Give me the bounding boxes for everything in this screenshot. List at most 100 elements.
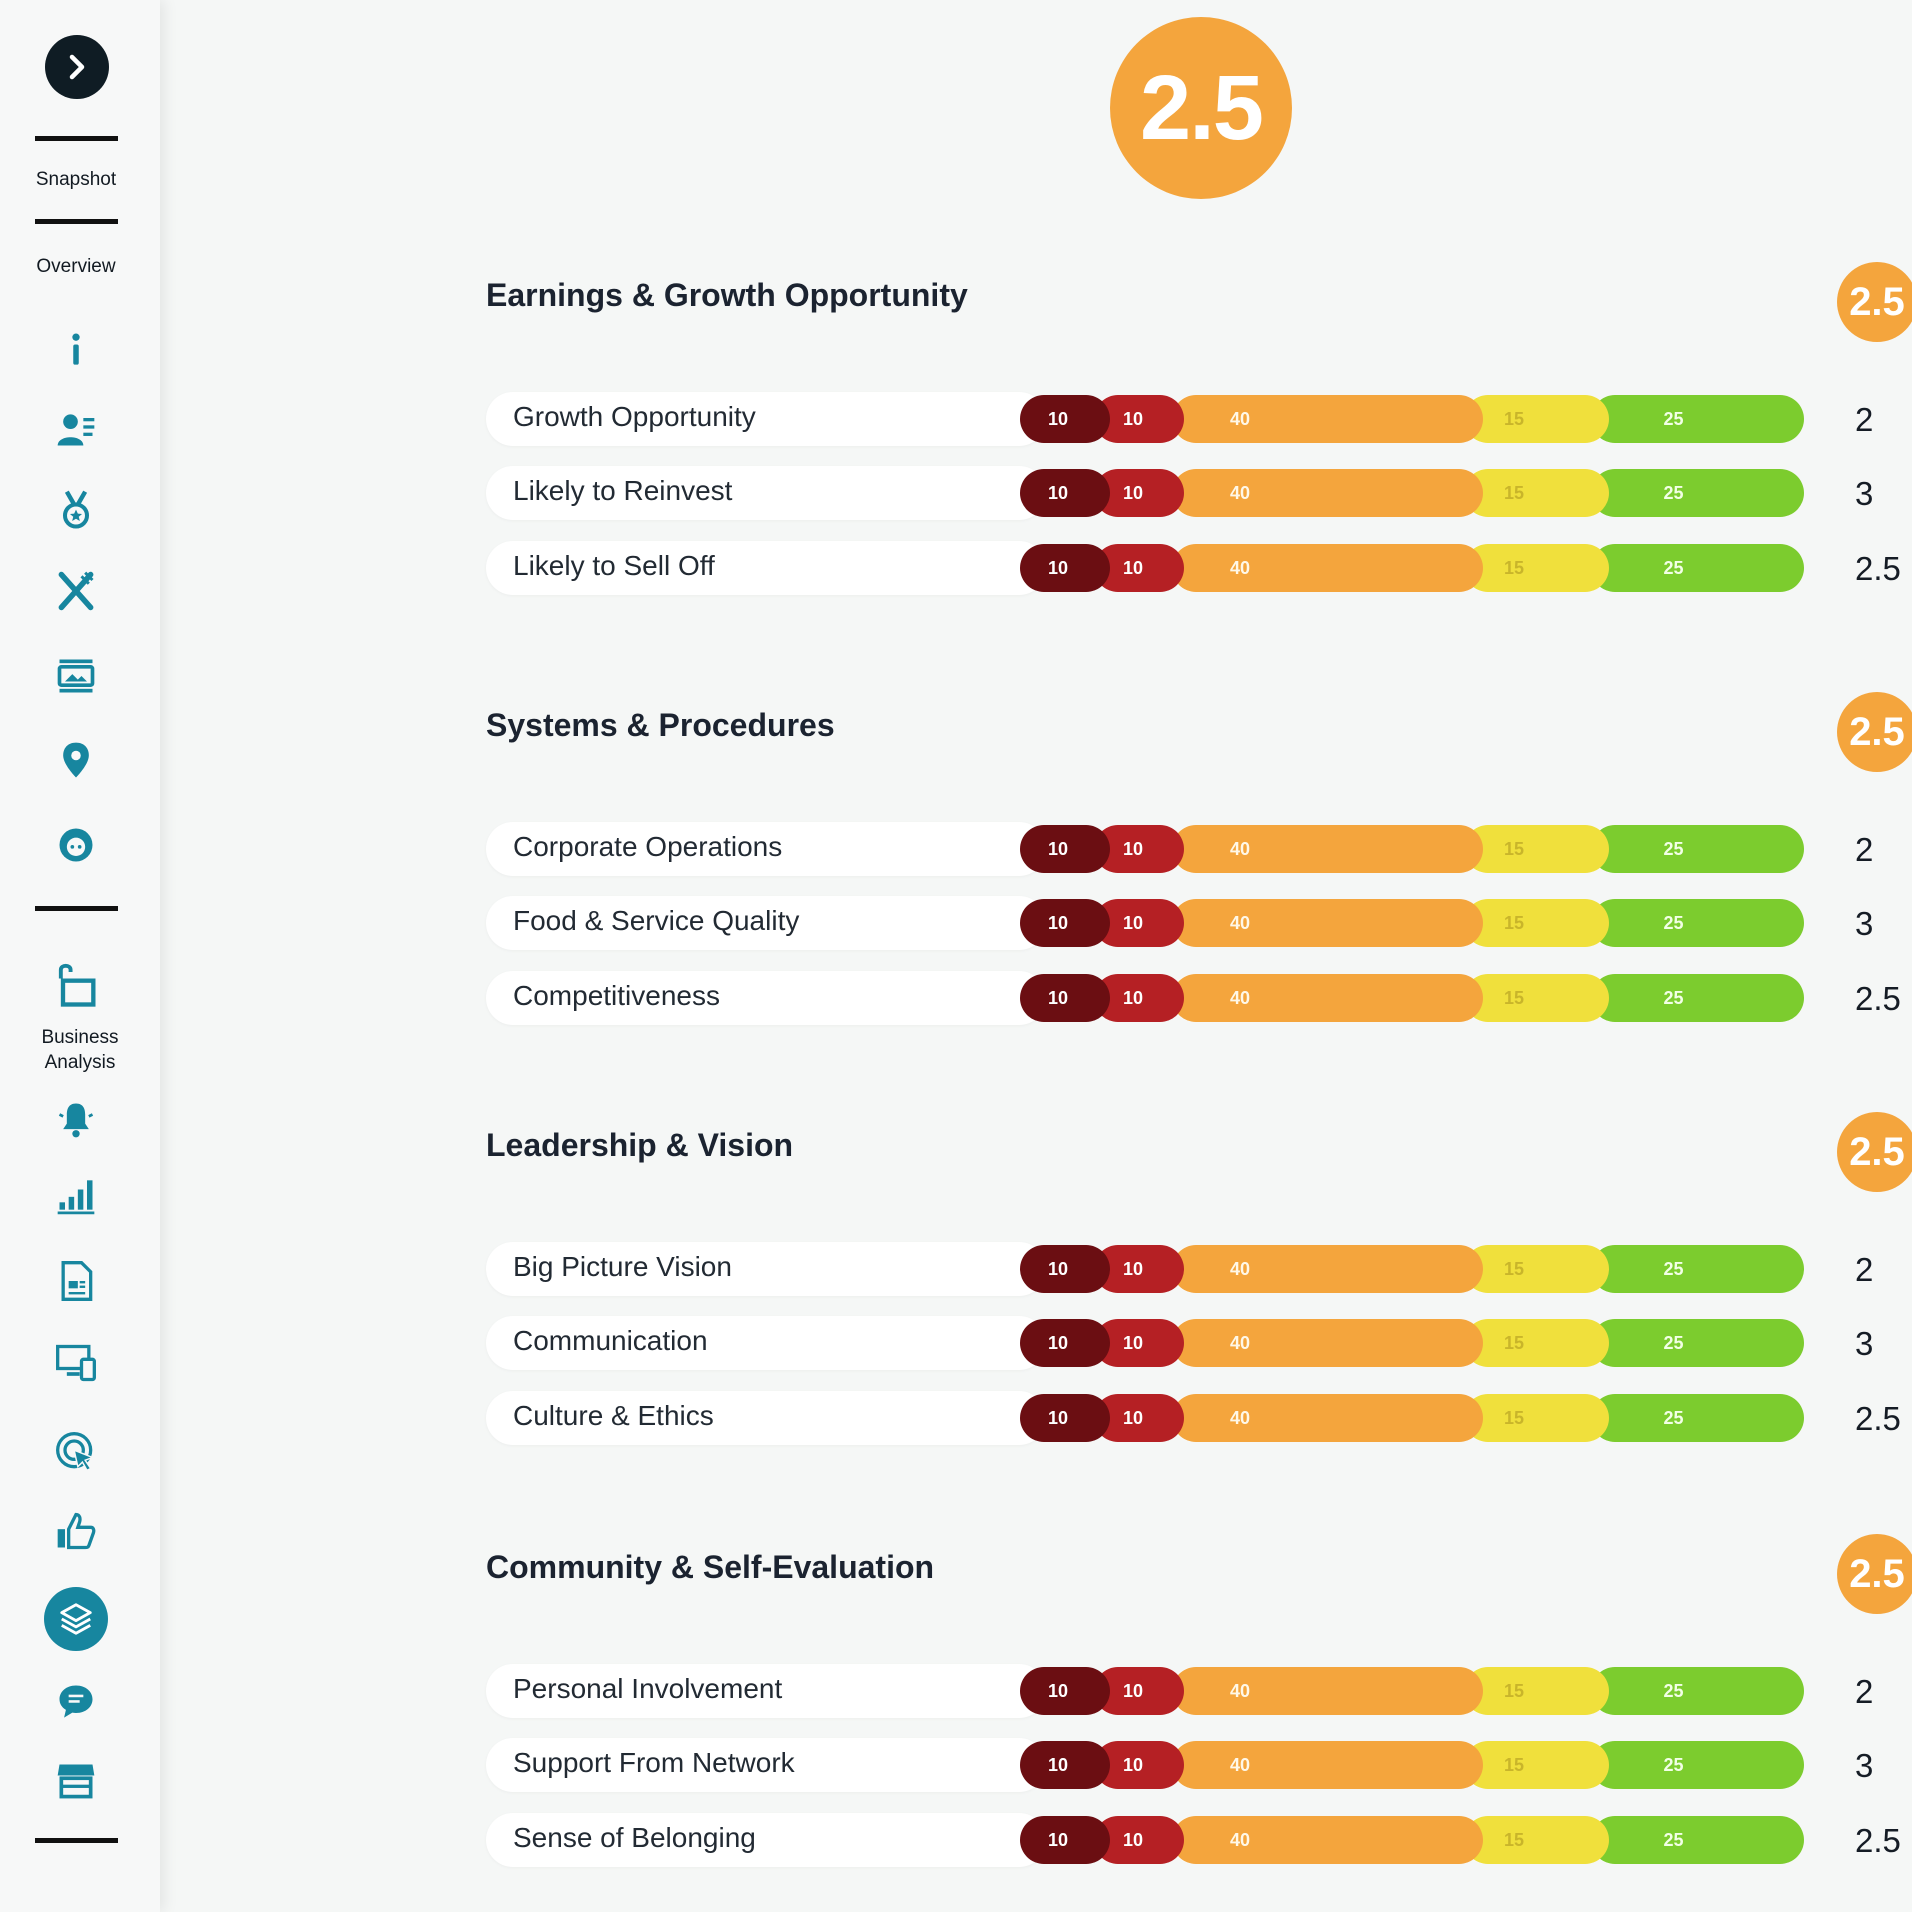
distribution-segment: 40 bbox=[1172, 1816, 1483, 1864]
segment-value: 25 bbox=[1663, 1754, 1684, 1775]
sidebar-item-snapshot[interactable]: Snapshot bbox=[35, 169, 117, 190]
distribution-segment: 10 bbox=[1020, 1319, 1110, 1367]
section-score-badge: 2.5 bbox=[1837, 1112, 1912, 1192]
distribution-segment: 15 bbox=[1464, 1667, 1609, 1715]
sidebar-item-support[interactable] bbox=[46, 820, 106, 870]
distribution-segment: 40 bbox=[1172, 1245, 1483, 1293]
segment-value: 10 bbox=[1047, 408, 1069, 429]
sidebar-item-profile[interactable] bbox=[46, 404, 106, 454]
sidebar-item-business-analysis[interactable]: Business Analysis bbox=[41, 1027, 119, 1073]
distribution-segment: 40 bbox=[1172, 469, 1483, 517]
sidebar: Snapshot Overview bbox=[0, 0, 160, 1912]
metric-row: Corporate Operations 10 10 40 15 25 2 bbox=[486, 822, 1912, 876]
distribution-bar: 10 10 40 15 25 bbox=[1020, 1245, 1804, 1293]
segment-value: 10 bbox=[1122, 838, 1144, 859]
segment-value: 25 bbox=[1663, 838, 1684, 859]
distribution-segment: 25 bbox=[1591, 899, 1804, 947]
distribution-segment: 25 bbox=[1591, 974, 1804, 1022]
distribution-bar: 10 10 40 15 25 bbox=[1020, 1319, 1804, 1367]
sidebar-item-messages[interactable] bbox=[46, 1677, 106, 1727]
segment-value: 10 bbox=[1122, 1258, 1144, 1279]
sidebar-item-food[interactable] bbox=[46, 566, 106, 616]
chevron-right-icon bbox=[69, 54, 85, 80]
distribution-segment: 15 bbox=[1464, 1816, 1609, 1864]
segment-value: 25 bbox=[1663, 1680, 1684, 1701]
segment-value: 40 bbox=[1229, 1680, 1251, 1701]
info-icon bbox=[72, 333, 80, 365]
unlock-icon bbox=[58, 963, 96, 1007]
segment-value: 25 bbox=[1663, 1332, 1684, 1353]
segment-value: 25 bbox=[1663, 557, 1684, 578]
distribution-segment: 40 bbox=[1172, 544, 1483, 592]
segment-value: 10 bbox=[1122, 1754, 1144, 1775]
sidebar-item-alerts[interactable] bbox=[46, 1095, 106, 1145]
segment-value: 25 bbox=[1663, 408, 1684, 429]
location-pin-icon bbox=[63, 742, 89, 778]
segment-value: 25 bbox=[1663, 987, 1684, 1008]
distribution-bar: 10 10 40 15 25 bbox=[1020, 1394, 1804, 1442]
distribution-segment: 15 bbox=[1464, 1245, 1609, 1293]
section-title: Leadership & Vision bbox=[486, 1127, 794, 1163]
metric-score: 2 bbox=[1855, 401, 1874, 438]
distribution-segment: 15 bbox=[1464, 899, 1609, 947]
segment-value: 10 bbox=[1047, 1680, 1069, 1701]
distribution-segment: 10 bbox=[1094, 1319, 1184, 1367]
sidebar-item-reviews[interactable] bbox=[46, 1506, 106, 1556]
sidebar-item-devices[interactable] bbox=[46, 1338, 106, 1388]
metric-label: Growth Opportunity bbox=[486, 392, 1046, 446]
sidebar-item-menu[interactable] bbox=[46, 651, 106, 701]
distribution-bar: 10 10 40 15 25 bbox=[1020, 899, 1804, 947]
segment-value: 15 bbox=[1503, 1829, 1525, 1850]
sidebar-item-overview[interactable]: Overview bbox=[36, 256, 116, 277]
segment-value: 10 bbox=[1122, 557, 1144, 578]
metric-label: Culture & Ethics bbox=[486, 1391, 1046, 1445]
sidebar-item-awards[interactable] bbox=[46, 485, 106, 535]
segment-value: 15 bbox=[1503, 482, 1525, 503]
metric-score: 2.5 bbox=[1855, 1822, 1901, 1859]
segment-value: 10 bbox=[1122, 912, 1144, 933]
distribution-segment: 10 bbox=[1020, 1245, 1110, 1293]
segment-value: 15 bbox=[1503, 838, 1525, 859]
metric-score: 2.5 bbox=[1855, 550, 1901, 587]
metric-row: Personal Involvement 10 10 40 15 25 2 bbox=[486, 1664, 1912, 1718]
segment-value: 15 bbox=[1503, 1258, 1525, 1279]
sidebar-toggle-button[interactable] bbox=[45, 35, 109, 99]
metric-score: 2 bbox=[1855, 1673, 1874, 1710]
distribution-segment: 15 bbox=[1464, 395, 1609, 443]
section-score-badge: 2.5 bbox=[1837, 262, 1912, 342]
segment-value: 10 bbox=[1047, 838, 1069, 859]
distribution-segment: 40 bbox=[1172, 974, 1483, 1022]
distribution-segment: 15 bbox=[1464, 469, 1609, 517]
sidebar-item-targeting[interactable] bbox=[46, 1427, 106, 1477]
metric-row: Competitiveness 10 10 40 15 25 2.5 bbox=[486, 971, 1912, 1025]
segment-value: 10 bbox=[1047, 987, 1069, 1008]
sidebar-item-storefront[interactable] bbox=[46, 1756, 106, 1806]
metric-row: Communication 10 10 40 15 25 3 bbox=[486, 1316, 1912, 1370]
sidebar-item-info[interactable] bbox=[46, 325, 106, 375]
segment-value: 25 bbox=[1663, 482, 1684, 503]
metric-label: Likely to Sell Off bbox=[486, 541, 1046, 595]
sidebar-item-location[interactable] bbox=[46, 736, 106, 786]
metric-label: Personal Involvement bbox=[486, 1664, 1046, 1718]
segment-value: 25 bbox=[1663, 1407, 1684, 1428]
sidebar-item-statistics[interactable] bbox=[46, 1170, 106, 1220]
fork-knife-icon bbox=[58, 571, 94, 611]
section-title: Community & Self-Evaluation bbox=[486, 1549, 935, 1585]
metric-row: Big Picture Vision 10 10 40 15 25 2 bbox=[486, 1242, 1912, 1296]
sidebar-item-layers[interactable] bbox=[44, 1587, 108, 1651]
distribution-segment: 40 bbox=[1172, 899, 1483, 947]
distribution-segment: 10 bbox=[1020, 469, 1110, 517]
segment-value: 10 bbox=[1122, 1829, 1144, 1850]
distribution-segment: 10 bbox=[1020, 544, 1110, 592]
sidebar-item-business-analysis-icon[interactable] bbox=[46, 955, 106, 1015]
distribution-bar: 10 10 40 15 25 bbox=[1020, 395, 1804, 443]
segment-value: 40 bbox=[1229, 1258, 1251, 1279]
metric-label: Competitiveness bbox=[486, 971, 1046, 1025]
distribution-segment: 15 bbox=[1464, 1394, 1609, 1442]
sidebar-item-documents[interactable] bbox=[46, 1256, 106, 1306]
distribution-segment: 15 bbox=[1464, 974, 1609, 1022]
segment-value: 10 bbox=[1047, 1829, 1069, 1850]
metric-label: Support From Network bbox=[486, 1738, 1046, 1792]
target-cursor-icon bbox=[56, 1432, 95, 1472]
distribution-segment: 40 bbox=[1172, 395, 1483, 443]
